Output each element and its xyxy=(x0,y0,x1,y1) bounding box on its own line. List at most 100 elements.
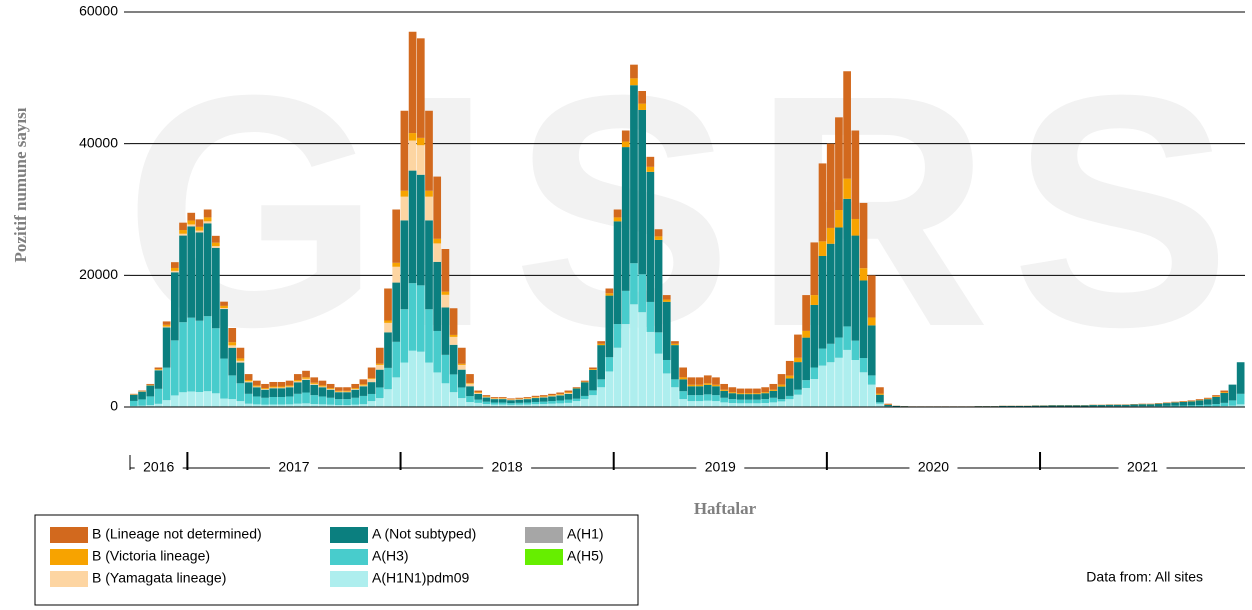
bar-segment xyxy=(482,396,491,398)
bar-segment xyxy=(441,354,450,384)
bar-segment xyxy=(802,337,810,381)
bar-segment xyxy=(130,400,138,406)
bar-segment xyxy=(695,386,704,396)
bar-segment xyxy=(474,393,483,394)
bar-segment xyxy=(367,393,376,402)
bar-segment xyxy=(761,392,769,394)
bar-segment xyxy=(384,288,392,321)
bar-segment xyxy=(146,385,155,397)
bar-segment xyxy=(392,377,401,407)
bar-segment xyxy=(334,390,343,392)
bar-segment xyxy=(736,388,745,394)
bar-segment xyxy=(130,394,138,401)
bar-segment xyxy=(777,384,786,387)
bar-segment xyxy=(293,374,302,381)
bar-segment xyxy=(712,377,720,385)
bar-segment xyxy=(146,405,155,407)
bar-segment xyxy=(170,267,179,271)
bar-segment xyxy=(228,375,237,400)
bar-segment xyxy=(507,398,515,400)
bar-segment xyxy=(728,393,737,400)
year-label: 2020 xyxy=(918,459,949,475)
bar-segment xyxy=(425,309,433,363)
bar-segment xyxy=(187,226,196,318)
bar-segment xyxy=(1179,401,1188,406)
bar-segment xyxy=(220,301,228,306)
bar-segment xyxy=(1007,405,1015,407)
bar-segment xyxy=(384,322,392,333)
bar-segment xyxy=(785,395,794,400)
bar-segment xyxy=(170,270,179,273)
bar-segment xyxy=(876,403,884,407)
bar-segment xyxy=(203,209,212,218)
bar-segment xyxy=(351,388,360,390)
bar-segment xyxy=(203,316,212,392)
bar-segment xyxy=(195,230,204,233)
bar-segment xyxy=(630,78,638,86)
bar-segment xyxy=(671,379,679,388)
bar-segment xyxy=(351,389,360,390)
bar-segment xyxy=(285,387,294,397)
bar-segment xyxy=(1081,405,1089,407)
bar-segment xyxy=(1204,397,1212,399)
bar-segment xyxy=(531,398,540,402)
bar-segment xyxy=(416,137,425,146)
bar-segment xyxy=(433,261,442,331)
bar-segment xyxy=(449,392,458,407)
bar-segment xyxy=(195,226,204,231)
bar-segment xyxy=(326,388,335,390)
bar-segment xyxy=(285,386,294,388)
bar-segment xyxy=(580,399,589,407)
y-axis-title: Pozitif numune sayısı xyxy=(11,107,30,262)
bar-segment xyxy=(261,383,269,389)
bar-segment xyxy=(318,396,327,405)
bar-segment xyxy=(334,405,343,407)
bar-segment xyxy=(630,64,638,79)
bar-segment xyxy=(154,367,163,370)
year-label: 2016 xyxy=(143,459,174,475)
bar-segment xyxy=(261,397,269,405)
bar-segment xyxy=(466,382,474,384)
bar-segment xyxy=(1195,405,1204,407)
bar-segment xyxy=(1236,393,1245,405)
bar-segment xyxy=(326,404,335,407)
bar-segment xyxy=(867,275,876,318)
bar-segment xyxy=(1179,405,1188,407)
bar-segment xyxy=(449,308,458,335)
bar-segment xyxy=(400,190,409,197)
year-label: 2021 xyxy=(1127,459,1158,475)
bar-segment xyxy=(179,322,187,393)
bar-segment xyxy=(1236,404,1245,407)
bar-segment xyxy=(892,405,901,407)
bar-segment xyxy=(548,393,556,396)
bar-segment xyxy=(441,294,450,308)
bar-segment xyxy=(1154,403,1163,407)
bar-segment xyxy=(531,404,540,407)
bar-segment xyxy=(548,395,556,396)
bar-segment xyxy=(761,403,769,407)
bar-segment xyxy=(416,285,425,352)
bar-segment xyxy=(621,147,630,291)
bar-segment xyxy=(236,347,245,359)
bar-segment xyxy=(843,198,851,327)
bar-segment xyxy=(712,401,720,407)
bar-segment xyxy=(1105,404,1114,407)
bar-segment xyxy=(802,380,810,388)
bar-segment xyxy=(826,243,835,344)
bar-segment xyxy=(170,262,179,268)
bar-segment xyxy=(400,110,409,191)
bar-segment xyxy=(195,391,204,407)
legend-swatch xyxy=(50,527,88,543)
bar-segment xyxy=(556,392,565,394)
bar-segment xyxy=(613,217,622,222)
bar-segment xyxy=(375,363,384,365)
bar-segment xyxy=(154,369,163,370)
bar-segment xyxy=(179,233,187,236)
bar-segment xyxy=(712,384,720,387)
bar-segment xyxy=(810,367,819,380)
bar-segment xyxy=(835,337,843,358)
bar-segment xyxy=(703,400,712,407)
bar-segment xyxy=(835,210,843,228)
bar-segment xyxy=(457,387,466,399)
